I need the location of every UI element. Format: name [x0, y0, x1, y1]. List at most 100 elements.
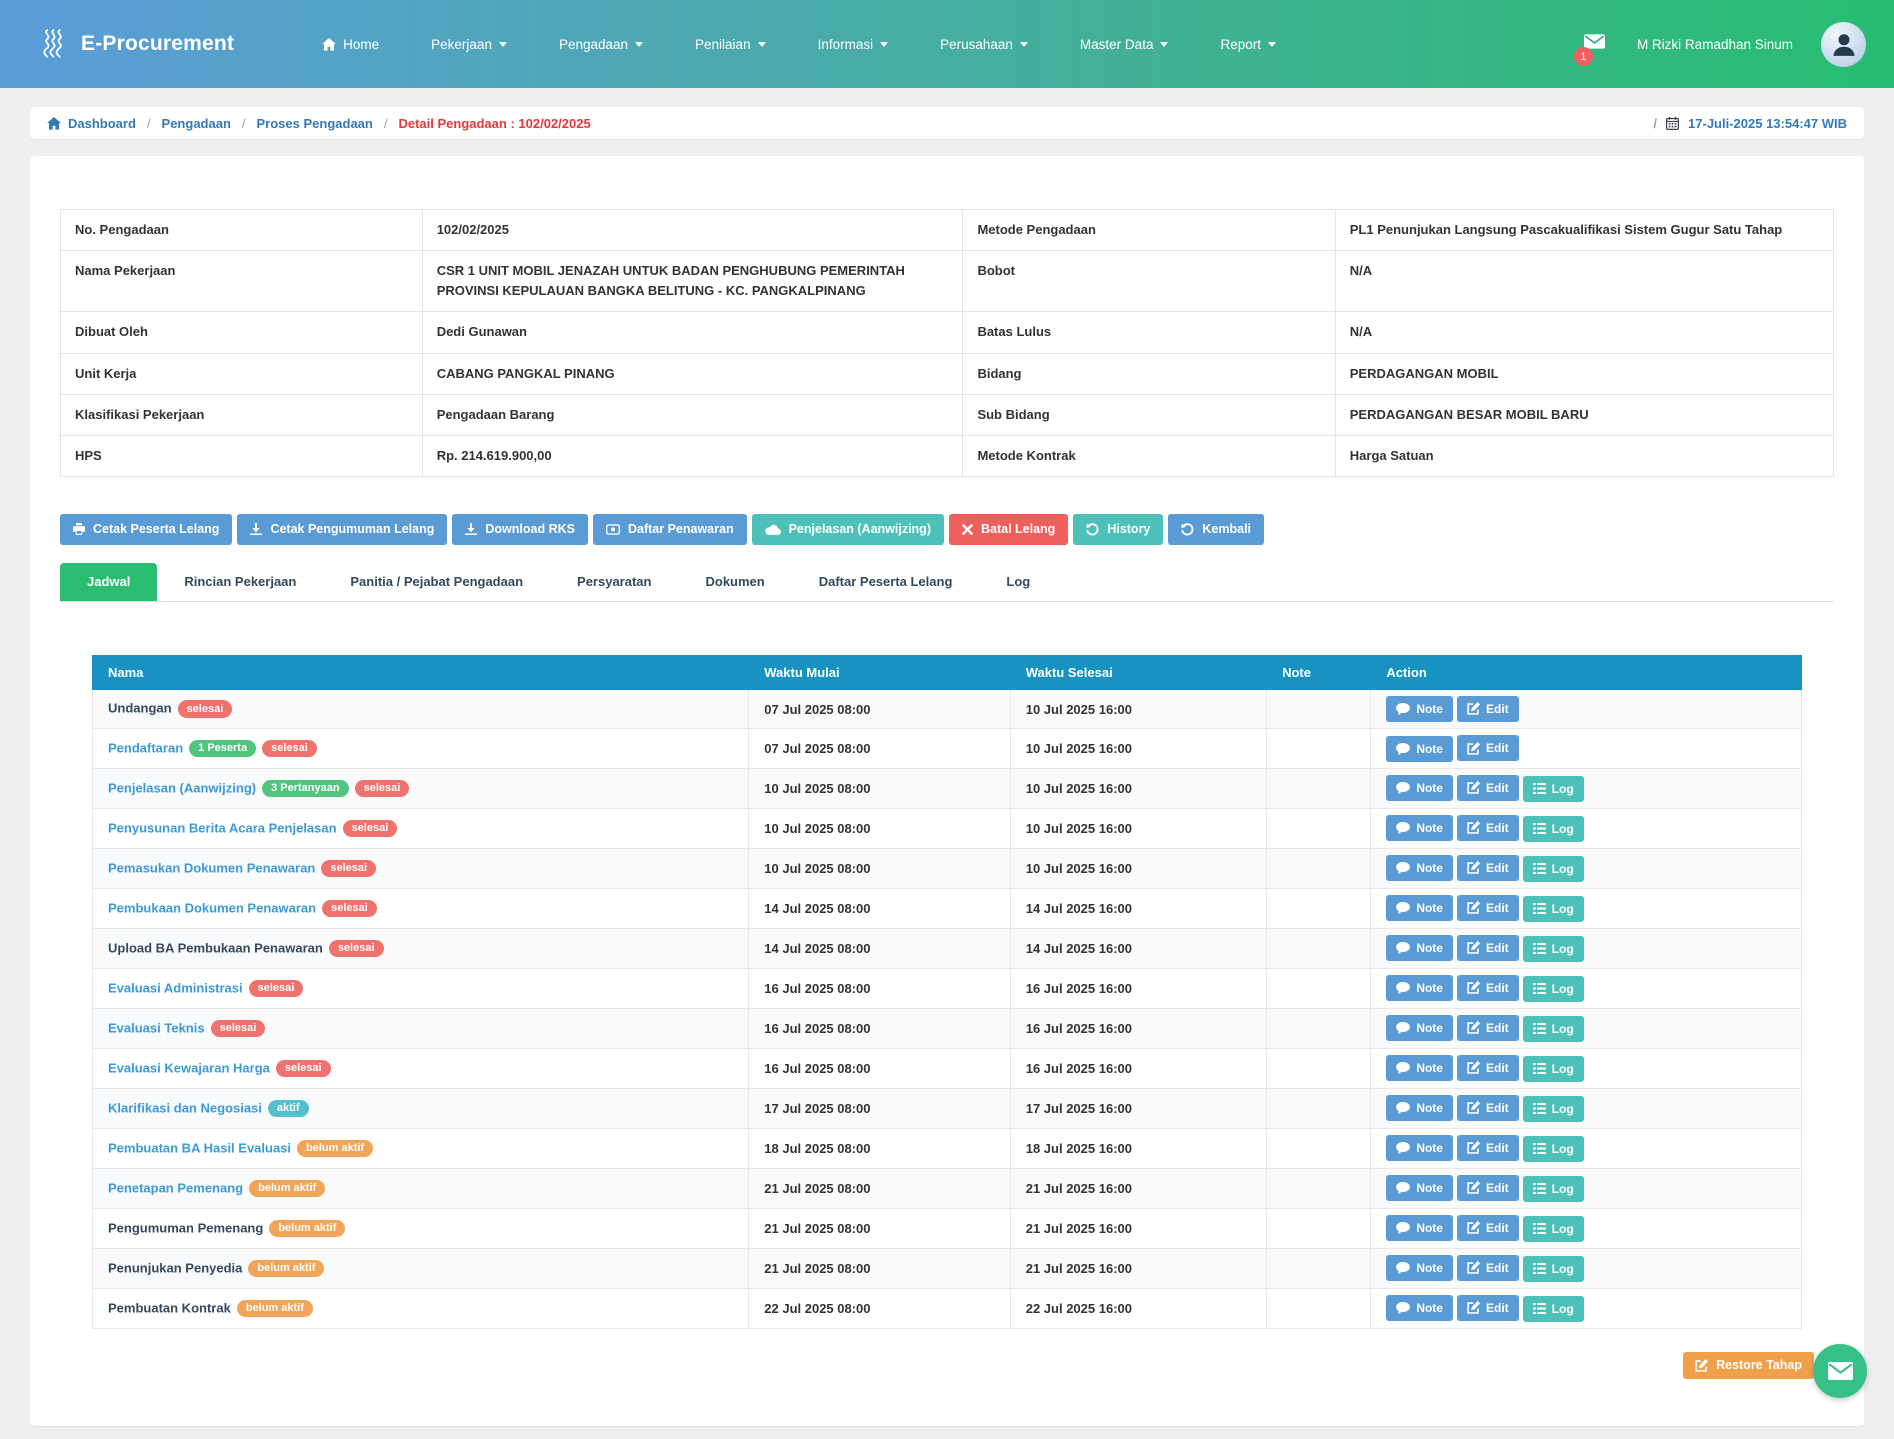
stage-name[interactable]: Evaluasi Administrasi: [108, 980, 243, 996]
note-button[interactable]: Note: [1386, 895, 1453, 922]
tab-log[interactable]: Log: [1006, 574, 1031, 590]
download-rks-button[interactable]: Download RKS: [452, 513, 588, 545]
log-button[interactable]: Log: [1522, 975, 1584, 1002]
tab-daftar-peserta-lelang[interactable]: Daftar Peserta Lelang: [818, 574, 953, 590]
tab-dokumen[interactable]: Dokumen: [705, 574, 765, 590]
edit-button[interactable]: Edit: [1456, 1054, 1519, 1081]
edit-button[interactable]: Edit: [1456, 934, 1519, 961]
cetak-pengumuman-lelang-button[interactable]: Cetak Pengumuman Lelang: [237, 513, 448, 545]
stage-name[interactable]: Pendaftaran: [108, 740, 184, 756]
edit-button[interactable]: Edit: [1456, 695, 1519, 722]
schedule-row-evaluasi-kewajaran-harga: Evaluasi Kewajaran Harga selesai 16 Jul 20…: [91, 1047, 1802, 1089]
user-name[interactable]: M Rizki Ramadhan Sinum: [1636, 36, 1793, 52]
penjelasan-aanwijzing-button[interactable]: Penjelasan (Aanwijzing): [751, 513, 944, 545]
note-button[interactable]: Note: [1386, 935, 1453, 962]
log-button[interactable]: Log: [1522, 1175, 1584, 1202]
schedule-row-pembukaan-dokumen-penawaran: Pembukaan Dokumen Penawaran selesai 14 Jul…: [91, 887, 1802, 929]
edit-button[interactable]: Edit: [1456, 735, 1519, 762]
breadcrumb-link-pengadaan[interactable]: Pengadaan: [162, 116, 231, 131]
detail-value-bidang: PERDAGANGAN MOBIL: [1334, 352, 1835, 395]
log-button[interactable]: Log: [1522, 1255, 1584, 1282]
log-button[interactable]: Log: [1522, 775, 1584, 802]
note-button[interactable]: Note: [1386, 1215, 1453, 1242]
note-button-label: Note: [1416, 702, 1443, 717]
nav-item-pekerjaan[interactable]: Pekerjaan: [405, 0, 533, 88]
daftar-penawaran-button[interactable]: Daftar Penawaran: [592, 513, 747, 545]
restore-tahap-button[interactable]: Restore Tahap: [1683, 1351, 1814, 1379]
stage-name[interactable]: Pembuatan BA Hasil Evaluasi: [108, 1140, 292, 1156]
breadcrumb-link-proses-pengadaan[interactable]: Proses Pengadaan: [257, 116, 373, 131]
edit-button[interactable]: Edit: [1456, 814, 1519, 841]
stage-name[interactable]: Evaluasi Teknis: [108, 1020, 205, 1036]
tab-rincian-pekerjaan[interactable]: Rincian Pekerjaan: [184, 574, 297, 590]
note-button[interactable]: Note: [1386, 815, 1453, 842]
log-button[interactable]: Log: [1522, 1015, 1584, 1042]
kembali-button[interactable]: Kembali: [1168, 513, 1265, 545]
edit-button[interactable]: Edit: [1456, 1014, 1519, 1041]
edit-button[interactable]: Edit: [1456, 894, 1519, 921]
note-button[interactable]: Note: [1386, 735, 1453, 762]
log-button[interactable]: Log: [1522, 1295, 1584, 1322]
edit-button[interactable]: Edit: [1456, 1174, 1519, 1201]
tab-persyaratan[interactable]: Persyaratan: [577, 574, 652, 590]
tab-jadwal[interactable]: Jadwal: [60, 562, 158, 601]
nav-item-pengadaan[interactable]: Pengadaan: [533, 0, 669, 88]
edit-button[interactable]: Edit: [1456, 774, 1519, 801]
edit-button[interactable]: Edit: [1456, 1134, 1519, 1161]
note-button[interactable]: Note: [1386, 696, 1453, 723]
breadcrumb-separator: /: [1653, 115, 1658, 131]
log-button[interactable]: Log: [1522, 815, 1584, 842]
log-button[interactable]: Log: [1522, 1135, 1584, 1162]
note-button[interactable]: Note: [1386, 1015, 1453, 1042]
note-button[interactable]: Note: [1386, 1295, 1453, 1322]
comment-icon: [1396, 703, 1411, 716]
note-button[interactable]: Note: [1386, 855, 1453, 882]
note-button[interactable]: Note: [1386, 1135, 1453, 1162]
stage-name[interactable]: Pembukaan Dokumen Penawaran: [108, 900, 317, 916]
stage-name[interactable]: Penyusunan Berita Acara Penjelasan: [108, 820, 337, 836]
log-button[interactable]: Log: [1522, 895, 1584, 922]
stage-name[interactable]: Pemasukan Dokumen Penawaran: [108, 860, 316, 876]
breadcrumb-link-dashboard[interactable]: Dashboard: [47, 116, 136, 131]
log-button-label: Log: [1551, 781, 1574, 796]
stage-name[interactable]: Klarifikasi dan Negosiasi: [108, 1100, 262, 1116]
comment-icon: [1396, 862, 1411, 875]
edit-button[interactable]: Edit: [1456, 1254, 1519, 1281]
edit-button[interactable]: Edit: [1456, 1094, 1519, 1121]
edit-button[interactable]: Edit: [1456, 974, 1519, 1001]
nav-item-penilaian[interactable]: Penilaian: [669, 0, 792, 88]
tab-panitia-pejabat-pengadaan[interactable]: Panitia / Pejabat Pengadaan: [350, 574, 524, 590]
edit-button[interactable]: Edit: [1456, 1294, 1519, 1321]
note-button[interactable]: Note: [1386, 1095, 1453, 1122]
brand[interactable]: E-Procurement: [40, 28, 234, 61]
batal-lelang-button[interactable]: Batal Lelang: [948, 513, 1069, 545]
note-button[interactable]: Note: [1386, 775, 1453, 802]
stage-name[interactable]: Penjelasan (Aanwijzing): [108, 780, 257, 796]
note-button-label: Note: [1416, 941, 1443, 956]
avatar[interactable]: [1821, 21, 1866, 67]
nav-item-perusahaan[interactable]: Perusahaan: [914, 0, 1054, 88]
cetak-peserta-lelang-button[interactable]: Cetak Peserta Lelang: [60, 513, 233, 545]
nav-item-home[interactable]: Home: [296, 0, 405, 88]
end-time-cell: 22 Jul 2025 16:00: [1009, 1287, 1268, 1329]
chat-widget-button[interactable]: [1813, 1344, 1867, 1398]
note-cell: [1266, 1287, 1372, 1329]
log-button[interactable]: Log: [1522, 1055, 1584, 1082]
nav-item-informasi[interactable]: Informasi: [792, 0, 915, 88]
edit-button[interactable]: Edit: [1456, 854, 1519, 881]
log-button[interactable]: Log: [1522, 1215, 1584, 1242]
log-button[interactable]: Log: [1522, 855, 1584, 882]
note-button[interactable]: Note: [1386, 1255, 1453, 1282]
edit-button[interactable]: Edit: [1456, 1214, 1519, 1241]
log-button[interactable]: Log: [1522, 935, 1584, 962]
note-button[interactable]: Note: [1386, 1055, 1453, 1082]
stage-name[interactable]: Penetapan Pemenang: [108, 1180, 244, 1196]
stage-name[interactable]: Evaluasi Kewajaran Harga: [108, 1060, 270, 1076]
note-button[interactable]: Note: [1386, 1175, 1453, 1202]
log-button[interactable]: Log: [1522, 1095, 1584, 1122]
history-button[interactable]: History: [1073, 513, 1164, 545]
note-button[interactable]: Note: [1386, 975, 1453, 1002]
nav-item-master-data[interactable]: Master Data: [1054, 0, 1195, 88]
nav-item-report[interactable]: Report: [1194, 0, 1302, 88]
mail-button[interactable]: 1: [1573, 34, 1605, 66]
